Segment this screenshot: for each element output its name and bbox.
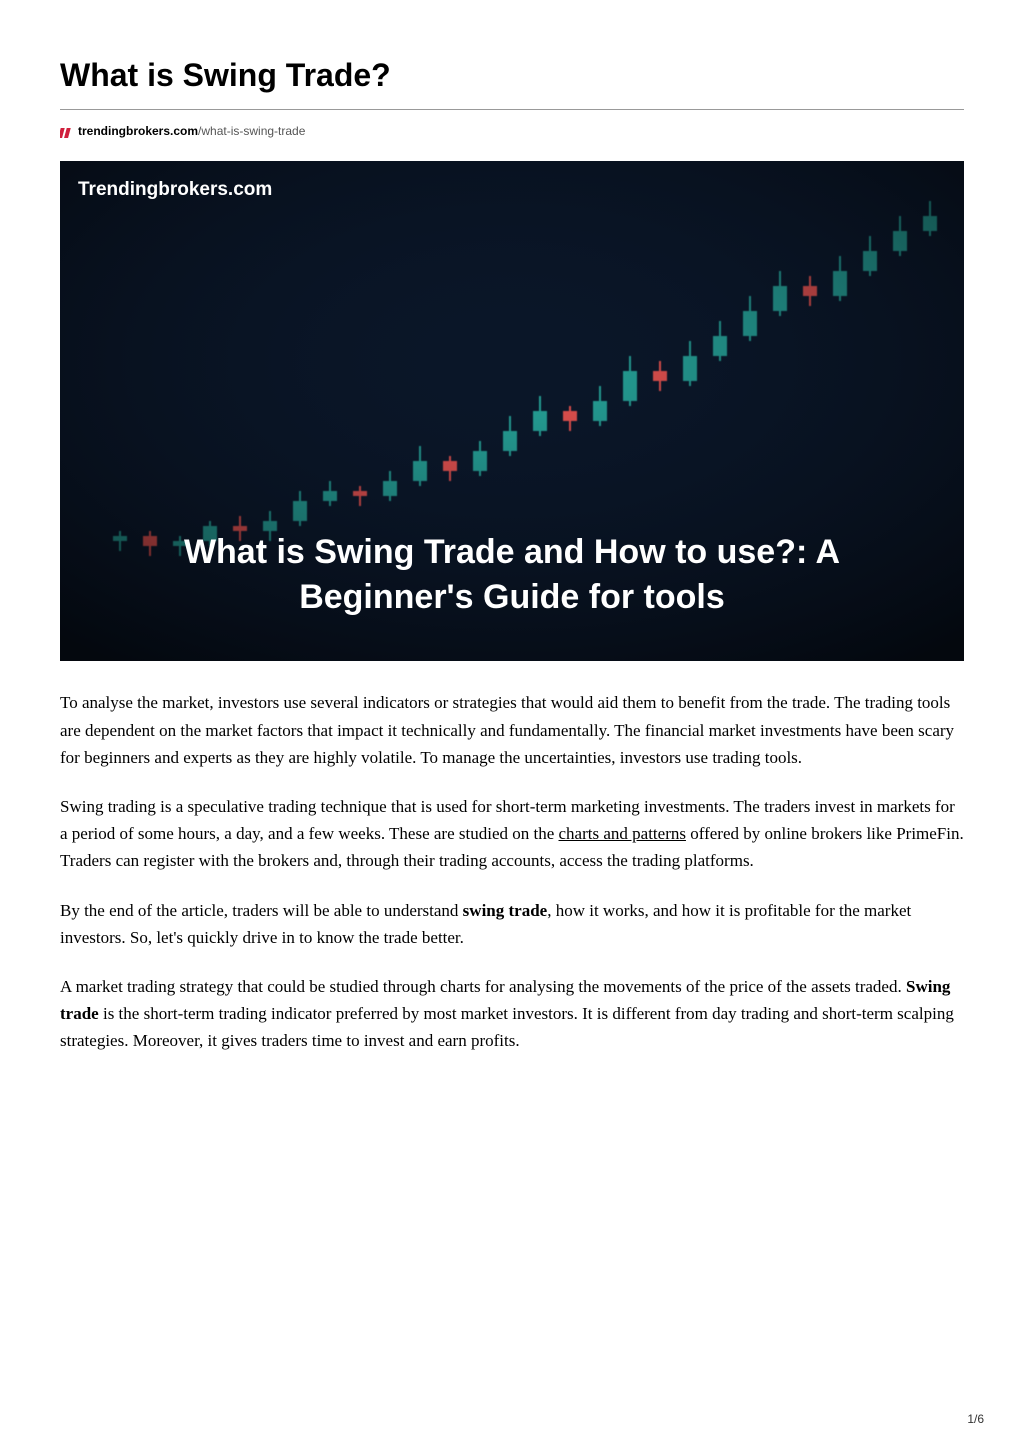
paragraph-1: To analyse the market, investors use sev… <box>60 689 964 771</box>
hero-brand-text: Trendingbrokers.com <box>78 175 272 205</box>
paragraph-2: Swing trading is a speculative trading t… <box>60 793 964 875</box>
source-line: trendingbrokers.com/what-is-swing-trade <box>60 122 964 141</box>
paragraph-4: A market trading strategy that could be … <box>60 973 964 1055</box>
hero-headline-line2: Beginner's Guide for tools <box>299 578 725 616</box>
source-domain: trendingbrokers.com <box>78 124 198 138</box>
page-number: 1/6 <box>967 1410 984 1429</box>
charts-patterns-link[interactable]: charts and patterns <box>559 824 686 843</box>
title-divider <box>60 109 964 110</box>
hero-image: Trendingbrokers.com What is Swing Trade … <box>60 161 964 661</box>
p3-pre: By the end of the article, traders will … <box>60 901 463 920</box>
p4-pre: A market trading strategy that could be … <box>60 977 906 996</box>
p4-post: is the short-term trading indicator pref… <box>60 1004 954 1050</box>
source-path: /what-is-swing-trade <box>198 124 305 138</box>
paragraph-3: By the end of the article, traders will … <box>60 897 964 951</box>
p3-bold: swing trade <box>463 901 548 920</box>
brand-icon <box>60 126 72 138</box>
hero-headline-line1: What is Swing Trade and How to use?: A <box>184 533 840 571</box>
page-title: What is Swing Trade? <box>60 50 964 101</box>
hero-headline: What is Swing Trade and How to use?: A B… <box>60 530 964 622</box>
